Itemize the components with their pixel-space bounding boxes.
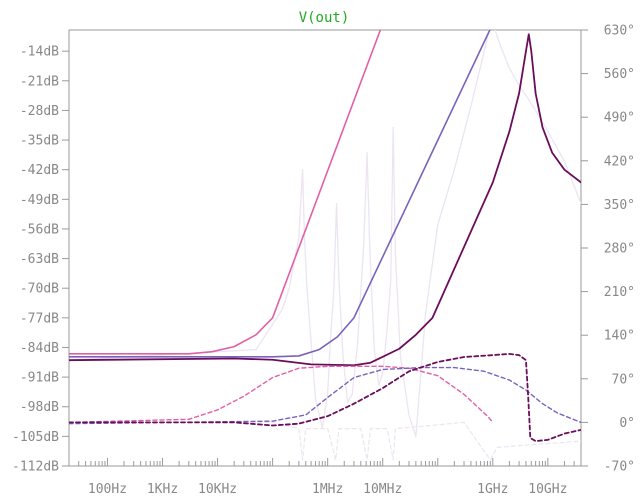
- left-y-tick-label: -14dB: [20, 45, 59, 60]
- left-y-tick-label: -28dB: [20, 104, 59, 119]
- left-y-tick-label: -70dB: [20, 282, 59, 297]
- x-tick-label: 1KHz: [147, 482, 178, 497]
- left-y-tick-label: -49dB: [20, 193, 59, 208]
- magnitude-series-line: [69, 30, 382, 355]
- left-y-tick-label: -91dB: [20, 371, 59, 386]
- x-tick-label: 10KHz: [198, 482, 237, 497]
- curves-group: [69, 30, 581, 461]
- phase-series-line: [69, 366, 581, 425]
- phase-series-line: [69, 352, 581, 442]
- right-y-tick-label: 280°: [604, 242, 635, 257]
- x-tick-label: 10MHz: [363, 482, 402, 497]
- magnitude-series-line: [69, 30, 491, 358]
- right-y-tick-label: -70°: [604, 460, 635, 475]
- magnitude-series-line: [69, 33, 581, 367]
- right-y-tick-label: 210°: [604, 285, 635, 300]
- x-tick-label: 100Hz: [88, 482, 127, 497]
- left-y-tick-label: -42dB: [20, 163, 59, 178]
- x-tick-label: 1MHz: [312, 482, 343, 497]
- x-tick-label: 1GHz: [477, 482, 508, 497]
- right-y-tick-label: 560°: [604, 67, 635, 82]
- left-y-tick-label: -105dB: [12, 430, 59, 445]
- x-axis-ticks: [68, 458, 582, 466]
- magnitude-series-line: [69, 30, 581, 438]
- right-y-tick-label: 630°: [604, 24, 635, 39]
- left-y-tick-label: -35dB: [20, 134, 59, 149]
- right-y-tick-label: 140°: [604, 329, 635, 344]
- left-y-tick-label: -21dB: [20, 74, 59, 89]
- left-y-tick-label: -77dB: [20, 311, 59, 326]
- phase-series-line: [69, 365, 494, 424]
- plot-frame: [68, 29, 582, 467]
- chart-title: V(out): [299, 10, 350, 26]
- left-y-tick-label: -63dB: [20, 252, 59, 267]
- left-y-tick-label: -84dB: [20, 341, 59, 356]
- left-y-tick-label: -112dB: [12, 460, 59, 475]
- right-y-tick-label: 0°: [619, 416, 635, 431]
- right-y-tick-label: 70°: [612, 372, 635, 387]
- phase-series-line: [69, 421, 581, 461]
- right-y-tick-label: 420°: [604, 154, 635, 169]
- x-tick-label: 10GHz: [528, 482, 567, 497]
- left-y-tick-label: -56dB: [20, 222, 59, 237]
- left-y-tick-label: -98dB: [20, 400, 59, 415]
- right-y-tick-label: 350°: [604, 198, 635, 213]
- right-y-tick-label: 490°: [604, 111, 635, 126]
